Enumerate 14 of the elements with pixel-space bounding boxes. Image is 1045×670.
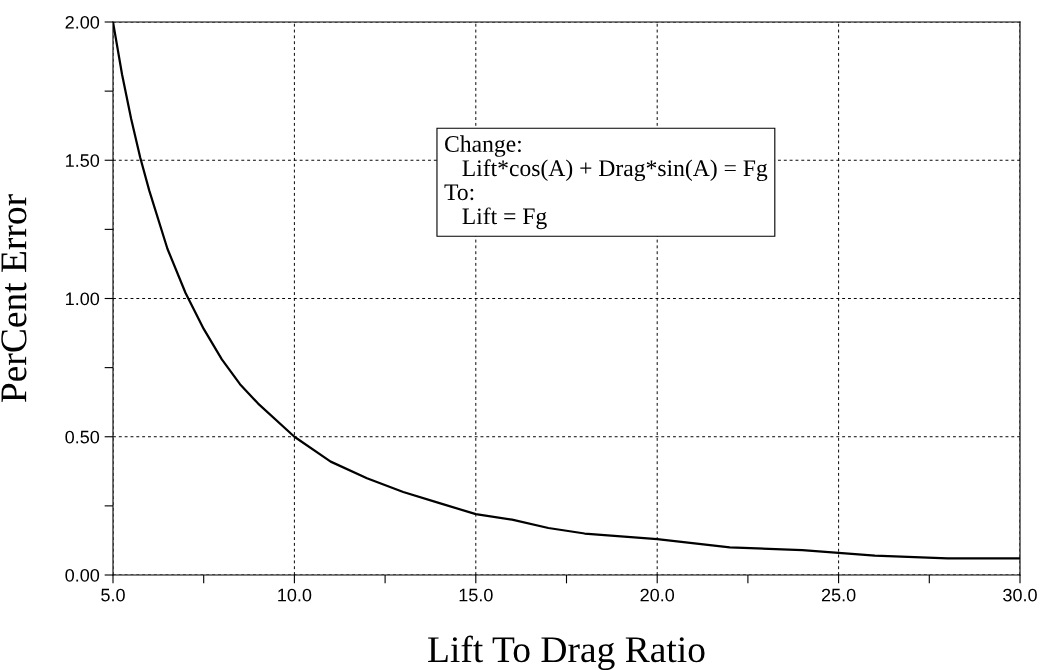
- y-tick-label: 0.50: [65, 430, 100, 444]
- y-tick-label: 1.50: [66, 154, 100, 167]
- y-axis-title: PerCent Error: [1, 194, 27, 403]
- x-tick-label: 5.0: [101, 588, 125, 602]
- y-tick-label: 0.00: [65, 568, 100, 582]
- x-tick-label: 20.0: [640, 588, 675, 602]
- x-axis-title: Lift To Drag Ratio: [428, 635, 705, 670]
- y-tick-label: 1.00: [66, 292, 100, 306]
- annotation: Change: Lift*cos(A) + Drag*sin(A) = Fg To: Lift = Fg: [444, 135, 768, 230]
- x-tick-label: 15.0: [459, 588, 493, 602]
- x-tick-label: 30.0: [1003, 588, 1037, 602]
- x-tick-label: 10.0: [278, 588, 312, 602]
- y-tick-label: 2.00: [65, 15, 100, 29]
- x-tick-label: 25.0: [821, 588, 856, 602]
